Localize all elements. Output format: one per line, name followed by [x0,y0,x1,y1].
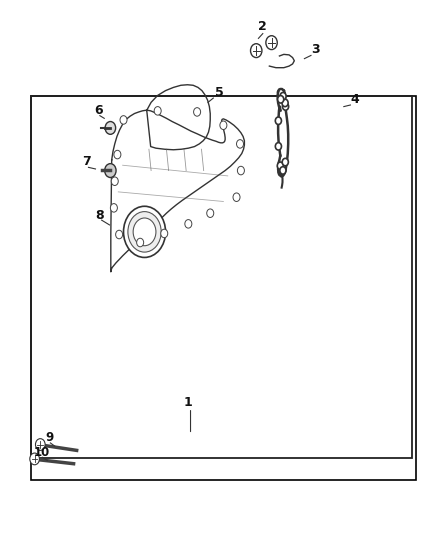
Circle shape [276,117,282,125]
Text: 8: 8 [95,208,104,222]
Circle shape [185,220,192,228]
Circle shape [237,166,244,175]
Circle shape [30,453,39,465]
Circle shape [220,121,227,130]
Circle shape [105,122,116,134]
Circle shape [283,103,289,110]
Text: 10: 10 [34,446,50,459]
Circle shape [128,212,161,252]
Circle shape [277,162,283,169]
Text: 1: 1 [184,396,193,409]
Bar [31,96,416,480]
Text: 6: 6 [94,104,103,117]
Circle shape [194,108,201,116]
Circle shape [35,439,45,450]
Circle shape [105,164,116,177]
Circle shape [280,93,286,100]
Circle shape [282,158,288,166]
Text: 5: 5 [215,86,223,99]
Circle shape [237,140,244,148]
Circle shape [116,230,123,239]
Circle shape [111,177,118,185]
Text: 9: 9 [45,431,53,444]
Circle shape [266,36,277,50]
Text: 2: 2 [258,20,267,34]
Text: 7: 7 [82,155,91,168]
Circle shape [207,209,214,217]
Circle shape [161,229,168,238]
Circle shape [120,116,127,124]
Circle shape [110,204,117,212]
Circle shape [251,44,262,58]
Bar [31,96,412,458]
Circle shape [282,99,288,107]
Circle shape [280,167,286,174]
Text: 4: 4 [350,93,359,107]
Circle shape [133,218,156,246]
Circle shape [154,107,161,115]
Text: 3: 3 [311,43,320,56]
Circle shape [137,238,144,247]
Circle shape [114,150,121,159]
Circle shape [124,206,166,257]
Circle shape [278,95,284,103]
Circle shape [276,143,282,150]
Circle shape [233,193,240,201]
